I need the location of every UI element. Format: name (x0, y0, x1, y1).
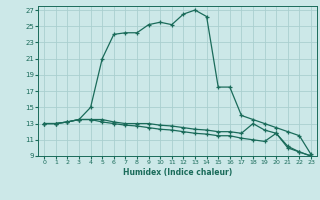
X-axis label: Humidex (Indice chaleur): Humidex (Indice chaleur) (123, 168, 232, 177)
